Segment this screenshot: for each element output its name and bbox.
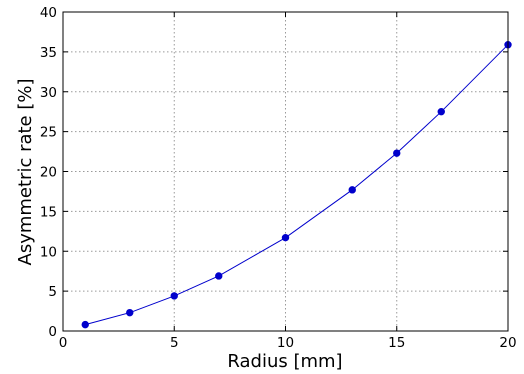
x-tick-label: 10	[277, 335, 294, 351]
data-point	[393, 149, 401, 157]
data-point	[126, 308, 134, 317]
grid	[62, 11, 509, 332]
data-point	[281, 233, 290, 242]
data-point	[437, 107, 445, 116]
data-point	[215, 272, 223, 280]
x-tick-label: 20	[499, 335, 516, 351]
x-tick-label: 15	[388, 335, 405, 351]
y-tick-label: 0	[48, 324, 57, 340]
y-tick-label: 20	[40, 165, 57, 181]
y-tick-label: 40	[40, 5, 57, 21]
x-tick-label: 5	[170, 335, 179, 351]
data-point	[81, 320, 89, 329]
y-tick-label: 30	[40, 85, 57, 101]
plot-area	[81, 40, 512, 329]
x-tick-label: 0	[59, 335, 68, 351]
x-axis-label: Radius [mm]	[227, 351, 342, 372]
series-line	[85, 44, 509, 326]
data-point	[348, 186, 356, 194]
axis-ticks: 0 5 10 15 20 0 5 10 15 20 25 30 35 40	[40, 5, 517, 351]
y-tick-label: 15	[40, 204, 57, 220]
plot-frame	[62, 11, 509, 332]
y-tick-label: 25	[40, 125, 57, 141]
data-point	[170, 292, 178, 300]
y-tick-label: 5	[48, 284, 57, 300]
y-tick-label: 10	[40, 244, 57, 260]
y-axis-label: Asymmetric rate [%]	[15, 79, 36, 266]
y-tick-label: 35	[40, 45, 57, 61]
